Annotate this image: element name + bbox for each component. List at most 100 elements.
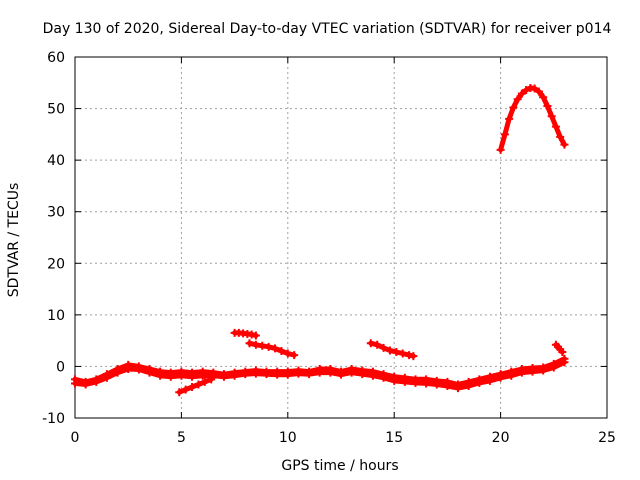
data-point — [207, 375, 216, 384]
data-point — [528, 367, 537, 376]
data-point — [81, 380, 90, 389]
data-point — [175, 388, 184, 397]
data-point — [443, 382, 452, 391]
x-tick-label: 20 — [492, 430, 510, 446]
data-point — [405, 351, 414, 360]
data-point — [409, 352, 418, 361]
y-tick-label: -10 — [42, 411, 65, 427]
data-point — [188, 383, 197, 392]
data-point — [551, 122, 560, 131]
data-point — [517, 89, 526, 98]
data-point — [251, 331, 260, 340]
data-point — [513, 95, 522, 104]
data-point — [283, 349, 292, 358]
data-point — [509, 103, 518, 112]
data-point — [398, 349, 407, 358]
tick-labels: 0 5 10 15 20 25 -10 0 10 20 30 40 50 60 — [42, 50, 616, 446]
data-point — [92, 377, 101, 386]
data-point — [290, 351, 299, 360]
data-point — [315, 368, 324, 377]
data-point — [368, 371, 377, 380]
data-point — [241, 370, 250, 379]
data-point — [464, 382, 473, 391]
data-point — [145, 368, 154, 377]
data-point — [485, 376, 494, 385]
data-point — [156, 371, 165, 380]
data-point — [496, 145, 505, 154]
data-point — [273, 370, 282, 379]
series-seg-d — [366, 339, 418, 361]
data-point — [385, 346, 394, 355]
data-point — [411, 378, 420, 387]
y-tick-label: 10 — [47, 308, 65, 324]
data-point — [264, 342, 273, 351]
series-seg-e — [551, 340, 567, 356]
y-tick-label: 20 — [47, 256, 65, 272]
data-point — [166, 372, 175, 381]
data-point — [283, 370, 292, 379]
data-point — [326, 368, 335, 377]
series-arc-late — [496, 83, 569, 154]
data-point — [539, 93, 548, 102]
y-tick-label: 60 — [47, 50, 65, 66]
data-point — [358, 370, 367, 379]
data-point — [500, 130, 509, 139]
data-point — [530, 84, 539, 93]
data-point — [534, 87, 543, 96]
data-marks — [71, 83, 569, 397]
data-point — [432, 380, 441, 389]
data-point — [198, 371, 207, 380]
data-point — [547, 112, 556, 121]
data-point — [560, 358, 569, 367]
data-point — [271, 344, 280, 353]
grid-lines — [75, 57, 607, 418]
data-point — [262, 370, 271, 379]
data-point — [373, 340, 382, 349]
data-point — [347, 368, 356, 377]
data-point — [539, 366, 548, 375]
data-point — [219, 372, 228, 381]
x-tick-label: 0 — [71, 430, 80, 446]
y-tick-label: 0 — [56, 359, 65, 375]
data-point — [392, 347, 401, 356]
data-point — [475, 378, 484, 387]
data-point — [181, 385, 190, 394]
data-point — [230, 371, 239, 380]
data-point — [507, 371, 516, 380]
data-point — [200, 377, 209, 386]
data-point — [400, 377, 409, 386]
data-point — [194, 380, 203, 389]
series-seg-a — [175, 375, 216, 397]
data-point — [454, 384, 463, 393]
series-seg-c — [245, 339, 299, 360]
x-tick-label: 10 — [279, 430, 297, 446]
x-tick-label: 15 — [385, 430, 403, 446]
data-point — [245, 339, 254, 348]
data-point — [251, 369, 260, 378]
x-axis-label: GPS time / hours — [281, 458, 398, 474]
data-point — [558, 347, 567, 356]
series-trace — [553, 342, 565, 355]
data-point — [556, 132, 565, 141]
data-point — [390, 376, 399, 385]
y-axis-label: SDTVAR / TECUs — [6, 183, 22, 298]
data-point — [505, 114, 514, 123]
x-tick-label: 5 — [177, 430, 186, 446]
chart-title: Day 130 of 2020, Sidereal Day-to-day VTE… — [43, 21, 612, 37]
x-tick-label: 25 — [598, 430, 616, 446]
data-point — [543, 101, 552, 110]
series-seg-b — [230, 328, 260, 340]
data-point — [102, 373, 111, 382]
data-point — [134, 365, 143, 374]
data-point — [124, 365, 133, 374]
data-point — [379, 343, 388, 352]
data-point — [294, 369, 303, 378]
data-point — [113, 368, 122, 377]
data-point — [549, 363, 558, 372]
data-point — [188, 372, 197, 381]
plot-frame — [74, 56, 608, 419]
y-tick-label: 40 — [47, 153, 65, 169]
data-point — [251, 340, 260, 349]
data-point — [305, 370, 314, 379]
data-point — [177, 371, 186, 380]
